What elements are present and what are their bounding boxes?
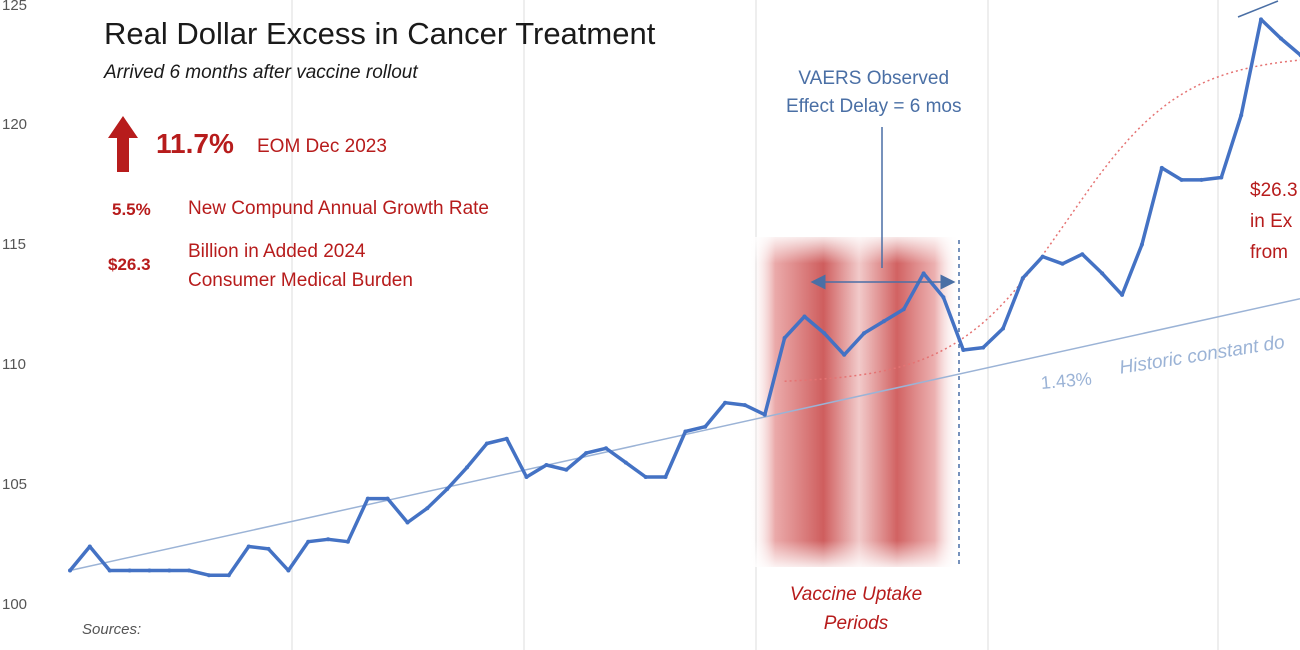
- data-point: [683, 429, 688, 434]
- data-point: [941, 295, 946, 300]
- vaccine-uptake-shaded-region: [750, 237, 960, 567]
- data-point: [762, 412, 767, 417]
- data-point: [643, 475, 648, 479]
- data-point: [1239, 113, 1244, 118]
- vaers-annotation: VAERS Observed Effect Delay = 6 mos: [786, 65, 961, 121]
- data-point: [326, 537, 331, 542]
- headline-percent: 11.7%: [156, 128, 234, 159]
- data-point: [921, 271, 926, 276]
- data-point: [425, 506, 430, 511]
- data-point: [465, 465, 469, 470]
- data-point: [901, 307, 906, 312]
- vaers-line: VAERS Observed: [798, 68, 950, 89]
- data-point: [1020, 276, 1025, 281]
- cagr-value: 5.5%: [112, 200, 151, 219]
- data-point: [127, 568, 132, 573]
- y-tick-label: 115: [2, 236, 26, 253]
- data-point: [147, 568, 152, 573]
- data-point: [167, 568, 172, 573]
- data-point: [524, 475, 529, 479]
- data-point: [1040, 254, 1045, 259]
- right-note-line: from: [1250, 242, 1288, 263]
- data-point: [1159, 165, 1164, 170]
- data-point: [961, 348, 966, 352]
- data-point: [266, 546, 271, 551]
- data-point: [564, 467, 569, 472]
- data-point: [484, 441, 489, 446]
- data-point: [1100, 271, 1105, 276]
- data-point: [1120, 292, 1125, 297]
- data-point: [1179, 177, 1184, 182]
- right-note-line: in Ex: [1250, 211, 1293, 232]
- data-point: [226, 573, 231, 578]
- uptake-label: Vaccine Uptake Periods: [778, 580, 934, 638]
- burden-value: $26.3: [108, 255, 151, 274]
- data-point: [723, 400, 728, 405]
- headline-date: EOM Dec 2023: [257, 136, 387, 157]
- data-point: [87, 544, 92, 549]
- burden-label: Billion in Added 2024 Consumer Medical B…: [188, 237, 413, 295]
- data-point: [663, 475, 668, 479]
- y-tick-label: 100: [2, 596, 28, 613]
- data-point: [445, 487, 450, 491]
- data-point: [981, 345, 986, 350]
- data-point: [703, 424, 708, 429]
- data-point: [1278, 36, 1283, 41]
- right-note-line: $26.3: [1250, 180, 1298, 201]
- data-point: [782, 336, 787, 340]
- data-point: [306, 539, 311, 544]
- y-tick-label: 105: [2, 476, 28, 493]
- burden-label-line: Consumer Medical Burden: [188, 270, 413, 291]
- cagr-label: New Compund Annual Growth Rate: [188, 198, 489, 219]
- vaers-line: Effect Delay = 6 mos: [786, 96, 962, 117]
- data-point: [822, 331, 827, 336]
- data-point: [365, 496, 370, 501]
- data-point: [504, 436, 509, 441]
- data-point: [1139, 242, 1144, 247]
- data-point: [246, 544, 251, 549]
- data-point: [584, 451, 589, 456]
- data-point: [68, 568, 72, 573]
- data-point: [802, 314, 807, 319]
- data-point: [1060, 261, 1065, 266]
- data-point: [1080, 252, 1085, 257]
- data-point: [107, 568, 112, 573]
- data-point: [405, 520, 410, 525]
- data-point: [842, 352, 847, 357]
- data-point: [286, 568, 291, 573]
- data-point: [187, 568, 192, 573]
- uptake-line: Periods: [823, 613, 889, 634]
- data-point: [623, 460, 628, 465]
- data-point: [862, 331, 866, 336]
- y-tick-label: 110: [2, 356, 26, 373]
- uptake-line: Vaccine Uptake: [789, 584, 923, 605]
- data-point: [1219, 175, 1224, 180]
- chart-title: Real Dollar Excess in Cancer Treatment: [104, 16, 656, 51]
- series-line: [68, 17, 1300, 577]
- chart-subtitle: Arrived 6 months after vaccine rollout: [104, 62, 418, 83]
- red-up-arrow-icon: [108, 116, 138, 172]
- data-point: [604, 446, 608, 451]
- data-point: [207, 573, 211, 578]
- sources-label: Sources:: [82, 621, 142, 638]
- y-tick-label: 120: [2, 116, 28, 133]
- trend-rate-label: 1.43%: [1040, 368, 1093, 393]
- series-points: [68, 17, 1300, 578]
- data-point: [385, 496, 390, 501]
- data-point: [881, 319, 886, 324]
- data-point: [544, 463, 549, 467]
- shade-fade: [750, 237, 960, 567]
- burden-label-line: Billion in Added 2024: [188, 241, 366, 262]
- data-point: [1259, 17, 1263, 22]
- y-tick-label: 125: [2, 0, 28, 14]
- right-annotation: $26.3 in Ex from: [1250, 175, 1298, 268]
- top-right-pointer-line: [1237, 0, 1279, 18]
- data-point: [742, 403, 747, 408]
- data-point: [1199, 177, 1204, 182]
- data-point: [1001, 326, 1005, 331]
- data-point: [345, 539, 350, 544]
